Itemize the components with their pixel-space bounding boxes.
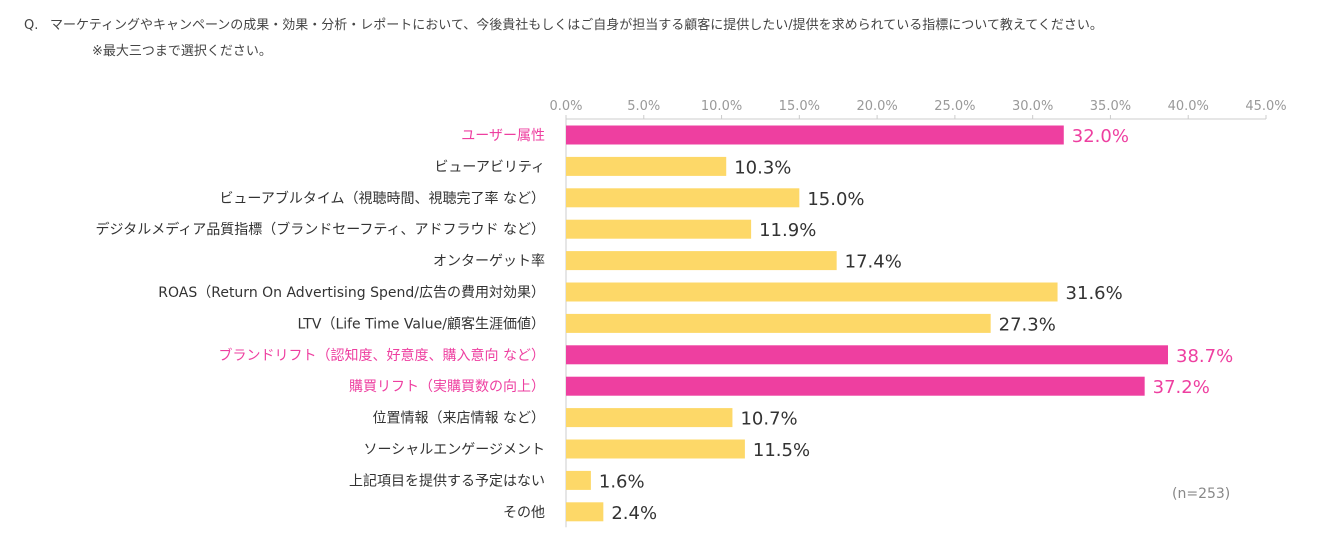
value-label: 31.6%: [1066, 283, 1123, 304]
category-label: 購買リフト（実購買数の向上）: [349, 379, 545, 395]
value-label: 11.5%: [753, 440, 810, 461]
x-tick-label: 15.0%: [779, 99, 820, 114]
bar: [566, 188, 800, 208]
category-label: デジタルメディア品質指標（ブランドセーフティ、アドフラウド など）: [95, 221, 545, 238]
question-text: Q. マーケティングやキャンペーンの成果・効果・分析・レポートにおいて、今後貴社も…: [24, 18, 1103, 34]
x-tick-label: 10.0%: [701, 99, 742, 114]
category-label: ブランドリフト（認知度、好意度、購入意向 など）: [219, 347, 545, 364]
sample-size-label: (n=253): [1172, 486, 1231, 502]
category-label: オンターゲット率: [433, 253, 545, 270]
x-tick-label: 40.0%: [1168, 99, 1209, 114]
bar: [566, 376, 1145, 396]
bar: [566, 219, 752, 239]
value-label: 11.9%: [759, 220, 816, 241]
bar: [566, 439, 745, 459]
question-body: マーケティングやキャンペーンの成果・効果・分析・レポートにおいて、今後貴社もしく…: [50, 18, 1103, 33]
value-label: 10.3%: [734, 157, 791, 178]
bar: [566, 313, 991, 333]
value-label: 17.4%: [845, 252, 902, 273]
category-label: ROAS（Return On Advertising Spend/広告の費用対効…: [158, 285, 545, 301]
bar: [566, 282, 1058, 302]
category-label: ビューアビリティ: [434, 159, 545, 175]
value-label: 27.3%: [999, 314, 1056, 335]
value-label: 10.7%: [740, 409, 797, 430]
x-tick-label: 0.0%: [549, 99, 582, 114]
category-label: ユーザー属性: [461, 128, 545, 144]
bar: [566, 251, 837, 271]
category-label: その他: [503, 505, 545, 521]
x-tick-label: 45.0%: [1245, 99, 1286, 114]
category-label: ソーシャルエンゲージメント: [364, 442, 545, 458]
value-label: 2.4%: [611, 503, 657, 524]
question-prefix: Q.: [24, 18, 39, 33]
value-label: 32.0%: [1072, 126, 1129, 147]
category-label: 上記項目を提供する予定はない: [349, 472, 545, 489]
bar: [566, 345, 1168, 365]
category-label: LTV（Life Time Value/顧客生涯価値）: [297, 315, 545, 332]
x-tick-label: 5.0%: [627, 99, 660, 114]
bar: [566, 502, 604, 522]
bar: [566, 125, 1064, 145]
bar: [566, 156, 727, 176]
value-label: 37.2%: [1153, 377, 1210, 398]
value-label: 38.7%: [1176, 346, 1233, 367]
value-label: 1.6%: [599, 471, 645, 492]
x-tick-label: 30.0%: [1012, 99, 1053, 114]
value-label: 15.0%: [807, 189, 864, 210]
x-tick-label: 20.0%: [856, 99, 897, 114]
question-note: ※最大三つまで選択ください。: [92, 44, 272, 59]
bar: [566, 470, 591, 490]
category-label: ビューアブルタイム（視聴時間、視聴完了率 など）: [219, 190, 545, 207]
category-label: 位置情報（来店情報 など）: [373, 411, 545, 427]
bar: [566, 408, 733, 428]
x-tick-label: 25.0%: [934, 99, 975, 114]
x-tick-label: 35.0%: [1090, 99, 1131, 114]
